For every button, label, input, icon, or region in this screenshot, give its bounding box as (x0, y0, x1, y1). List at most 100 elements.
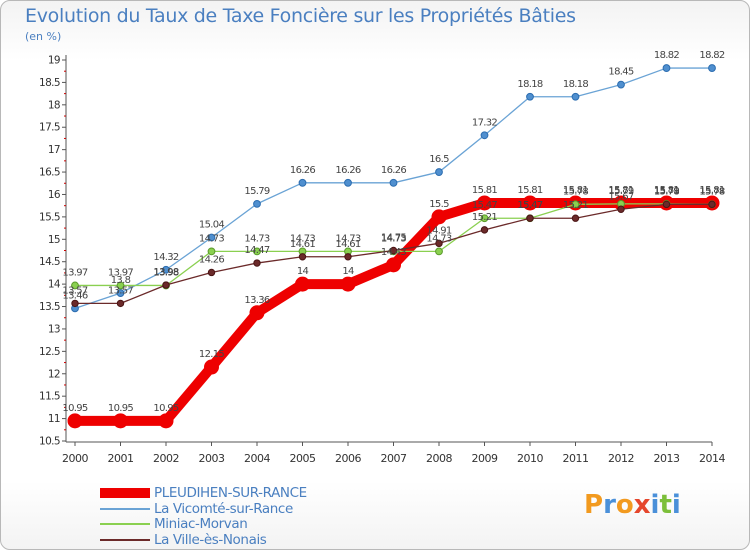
data-point (116, 299, 125, 308)
data-label: 14.43 (381, 247, 406, 258)
x-tick-label: 2009 (472, 452, 498, 465)
x-tick-label: 2010 (517, 452, 543, 465)
data-point (617, 80, 625, 89)
data-point (389, 246, 398, 255)
data-label: 15.47 (517, 200, 542, 211)
data-point (386, 257, 401, 273)
data-point (435, 168, 443, 176)
data-label: 15.81 (699, 185, 724, 196)
legend-label: Miniac-Morvan (154, 516, 248, 532)
legend-label: La Vicomté-sur-Rance (154, 500, 293, 517)
data-label: 14.26 (199, 254, 224, 265)
data-label: 13.8 (111, 275, 131, 286)
data-point (116, 289, 125, 297)
x-tick-label: 2005 (290, 452, 316, 465)
data-label: 15.81 (472, 185, 497, 196)
legend-item: La Vicomté-sur-Rance (100, 501, 293, 517)
data-label: 15.79 (608, 186, 633, 197)
data-point (158, 413, 174, 429)
x-tick-label: 2013 (654, 452, 680, 465)
data-label: 14.73 (290, 233, 315, 244)
y-tick-label: 18 (48, 99, 60, 111)
data-label: 13.98 (153, 267, 178, 278)
data-point (526, 92, 534, 101)
y-tick-label: 16 (48, 189, 61, 201)
data-point (435, 239, 443, 248)
data-point (344, 253, 352, 261)
x-tick-label: 2004 (244, 452, 270, 465)
data-label: 13.98 (153, 267, 178, 278)
data-label: 15.81 (517, 185, 542, 196)
data-point (480, 131, 489, 140)
data-label: 18.82 (699, 50, 724, 61)
y-tick-label: 11.5 (39, 391, 60, 403)
data-point (571, 200, 580, 209)
data-point (571, 92, 580, 101)
y-tick-label: 12.5 (39, 346, 60, 358)
data-point (617, 205, 625, 213)
data-label: 14.91 (426, 225, 451, 236)
x-tick-label: 2001 (108, 452, 134, 465)
x-tick-label: 2007 (381, 452, 407, 465)
data-label: 13.36 (244, 295, 269, 306)
data-point (207, 247, 216, 256)
data-label: 16.26 (290, 165, 315, 176)
data-label: 14.73 (426, 233, 451, 244)
data-label: 15.5 (429, 199, 449, 210)
data-point (116, 281, 125, 290)
data-label: 15.78 (699, 186, 724, 197)
data-label: 14.47 (244, 245, 269, 256)
data-label: 14 (342, 266, 354, 277)
data-point (522, 195, 538, 211)
data-point (708, 64, 716, 72)
y-tick-label: 15.5 (39, 211, 60, 223)
data-label: 15.78 (654, 186, 679, 197)
data-label: 15.04 (199, 220, 224, 231)
data-label: 18.18 (517, 79, 542, 90)
data-point (162, 281, 170, 289)
legend-swatch (100, 538, 150, 541)
series-la-vicomt-sur-rance (71, 64, 716, 313)
y-tick-label: 15 (48, 234, 60, 246)
data-label: 18.82 (654, 50, 679, 61)
legend-item: Miniac-Morvan (100, 516, 248, 532)
proxiti-logo: Proxiti (584, 490, 681, 520)
y-tick-label: 16.5 (39, 167, 60, 179)
x-tick-label: 2014 (699, 452, 725, 465)
y-tick-label: 17.5 (39, 122, 60, 134)
data-point (389, 178, 398, 187)
data-label: 16.5 (429, 154, 449, 165)
data-label: 15.47 (472, 200, 497, 211)
data-label: 14.61 (290, 239, 315, 250)
data-point (71, 299, 79, 308)
legend-item: La Ville-ès-Nonais (100, 531, 267, 548)
data-label: 15.79 (654, 186, 679, 197)
data-label: 14.73 (381, 233, 406, 244)
x-tick-label: 2011 (563, 452, 589, 465)
data-label: 12.15 (199, 349, 224, 360)
data-point (162, 265, 170, 274)
y-unit-label: (en %) (25, 30, 62, 43)
data-label: 15.81 (654, 185, 679, 196)
legend-swatch (100, 507, 150, 510)
data-point (253, 199, 261, 208)
data-point (662, 64, 671, 72)
data-label: 13.57 (62, 285, 87, 296)
legend-swatch (100, 488, 150, 498)
data-label: 14.73 (335, 233, 360, 244)
data-point (662, 200, 671, 209)
y-tick-label: 10.5 (39, 436, 60, 448)
data-point (67, 413, 83, 429)
data-label: 14 (297, 266, 309, 277)
legend-label: La Ville-ès-Nonais (154, 531, 267, 548)
data-label: 16.26 (381, 165, 406, 176)
y-tick-label: 13.5 (39, 301, 60, 313)
data-labels: 10.95 10.95 10.95 12.15 13.36 14 14 14.43 15.5 15… (62, 50, 725, 414)
data-point (71, 281, 79, 290)
data-point (298, 178, 307, 187)
data-point (298, 253, 307, 261)
data-point (526, 214, 534, 222)
data-label: 13.46 (62, 290, 87, 301)
data-label: 14.73 (199, 233, 224, 244)
